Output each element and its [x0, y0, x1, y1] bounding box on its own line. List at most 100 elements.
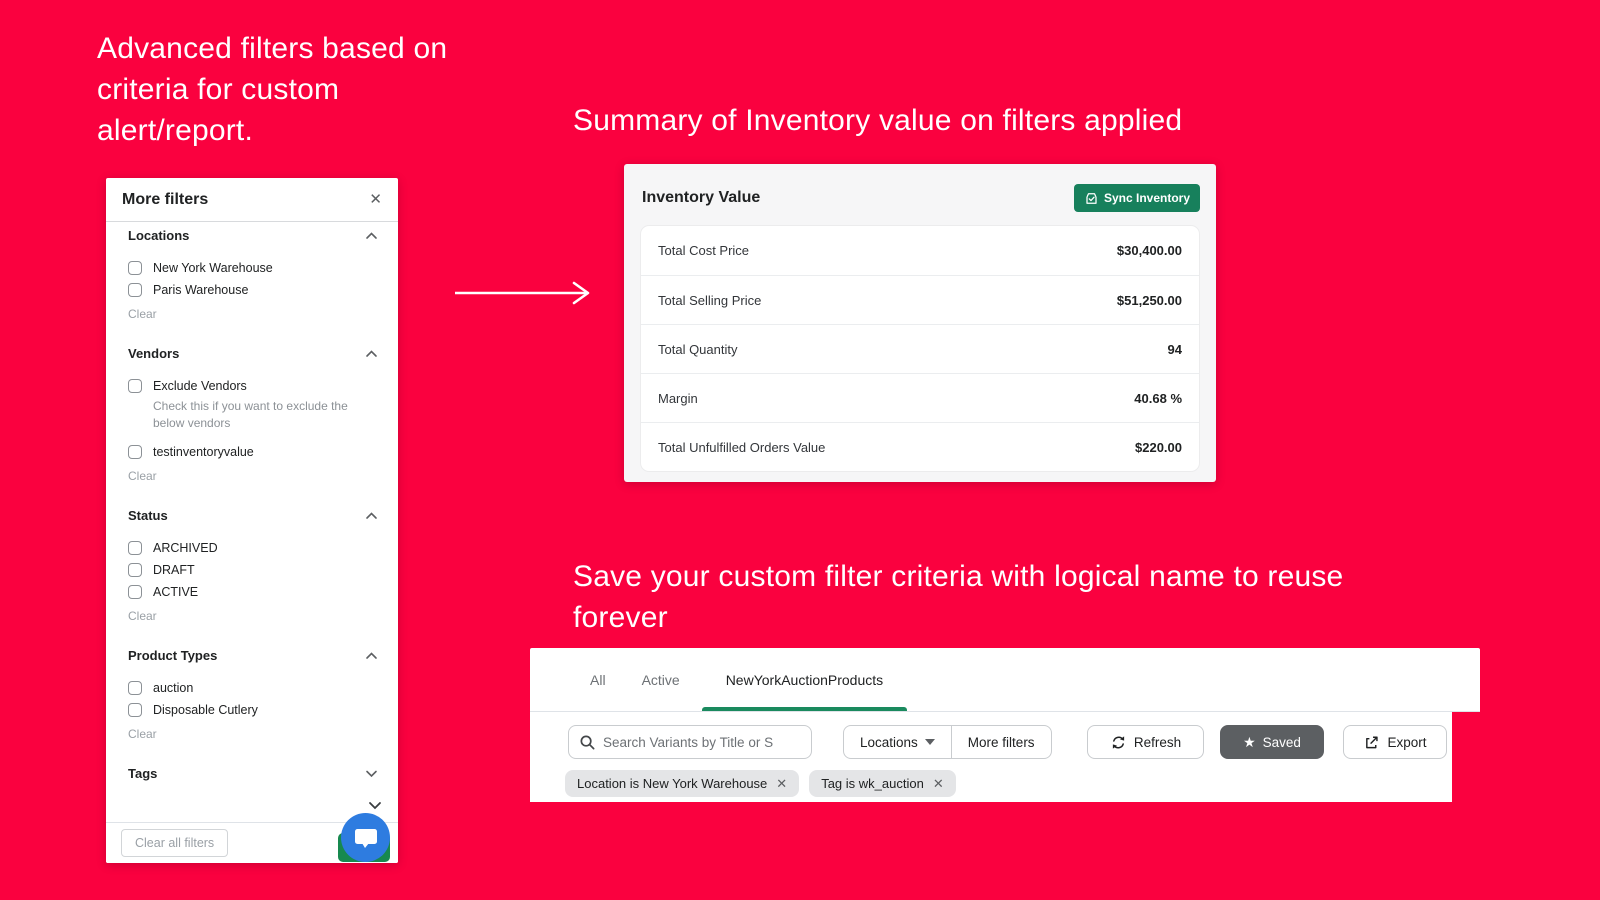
products-tabs-card: All Active NewYorkAuctionProducts: [530, 648, 1480, 712]
sync-inventory-label: Sync Inventory: [1103, 191, 1190, 205]
search-input[interactable]: [603, 734, 801, 750]
option-label: Disposable Cutlery: [153, 703, 258, 717]
option-new-york-warehouse[interactable]: New York Warehouse: [128, 257, 378, 279]
inventory-rows: Total Cost Price $30,400.00 Total Sellin…: [641, 226, 1199, 471]
checkbox[interactable]: [128, 681, 142, 695]
section-status-header[interactable]: Status: [128, 508, 378, 523]
option-label: testinventoryvalue: [153, 445, 254, 459]
row-value: $30,400.00: [1116, 243, 1182, 258]
row-label: Total Selling Price: [658, 292, 762, 308]
refresh-button[interactable]: Refresh: [1087, 725, 1204, 759]
toolbar: Locations More filters Refresh ★ Sav: [530, 725, 1452, 759]
section-tags-header[interactable]: Tags: [128, 766, 378, 781]
clear-link[interactable]: Clear: [128, 469, 157, 483]
checkbox[interactable]: [128, 541, 142, 555]
row-value: 40.68 %: [1134, 390, 1182, 406]
caret-down-icon: [924, 739, 935, 745]
option-label: auction: [153, 681, 194, 695]
remove-chip-icon[interactable]: ✕: [932, 775, 944, 791]
section-product-types-header[interactable]: Product Types: [128, 648, 378, 663]
table-row: Total Selling Price $51,250.00: [641, 275, 1199, 324]
option-testinventoryvalue[interactable]: testinventoryvalue: [128, 441, 378, 463]
locations-label: Locations: [860, 734, 918, 750]
checkbox[interactable]: [128, 261, 142, 275]
section-locations: Locations New York Warehouse Paris Wareh…: [128, 228, 378, 321]
export-label: Export: [1387, 734, 1427, 750]
chevron-down-icon: [369, 802, 381, 810]
tab-active[interactable]: Active: [641, 671, 680, 688]
table-row: Total Unfulfilled Orders Value $220.00: [641, 422, 1199, 471]
search-icon: [580, 735, 595, 749]
search-box[interactable]: [568, 725, 812, 759]
section-tags: Tags: [128, 766, 378, 781]
chip-location-new-york-warehouse[interactable]: Location is New York Warehouse ✕: [565, 770, 800, 797]
checkbox[interactable]: [128, 563, 142, 577]
close-icon[interactable]: ✕: [369, 191, 382, 208]
tab-newyorkauctionproducts[interactable]: NewYorkAuctionProducts: [698, 648, 911, 711]
star-icon: ★: [1243, 733, 1256, 750]
sync-inventory-button[interactable]: Sync Inventory: [1073, 184, 1200, 212]
option-label: Exclude Vendors: [153, 379, 247, 393]
remove-chip-icon[interactable]: ✕: [776, 775, 788, 791]
clear-link[interactable]: Clear: [128, 727, 157, 741]
section-vendors: Vendors Exclude Vendors Check this if yo…: [128, 346, 378, 483]
option-disposable-cutlery[interactable]: Disposable Cutlery: [128, 699, 378, 721]
saved-label: Saved: [1262, 734, 1301, 750]
option-exclude-vendors[interactable]: Exclude Vendors: [128, 375, 378, 397]
option-draft[interactable]: DRAFT: [128, 559, 378, 581]
table-row: Total Quantity 94: [641, 324, 1199, 373]
option-archived[interactable]: ARCHIVED: [128, 537, 378, 559]
refresh-label: Refresh: [1133, 734, 1182, 750]
checkbox[interactable]: [128, 585, 142, 599]
inventory-value-card: Inventory Value Sync Inventory Total Cos…: [624, 164, 1216, 482]
inventory-card-title: Inventory Value: [642, 189, 761, 206]
chevron-up-icon: [366, 652, 377, 659]
option-active[interactable]: ACTIVE: [128, 581, 378, 603]
export-button[interactable]: Export: [1343, 725, 1447, 759]
chip-label: Location is New York Warehouse: [577, 776, 768, 791]
option-paris-warehouse[interactable]: Paris Warehouse: [128, 279, 378, 301]
section-label: Product Types: [128, 648, 218, 663]
section-label: Tags: [128, 766, 158, 781]
filter-button-group: Locations More filters: [843, 725, 1052, 759]
section-locations-header[interactable]: Locations: [128, 228, 378, 243]
more-filters-title: More filters: [122, 190, 209, 208]
heading-summary: Summary of Inventory value on filters ap…: [573, 104, 1183, 137]
option-label: ACTIVE: [153, 585, 199, 599]
section-vendors-header[interactable]: Vendors: [128, 346, 378, 361]
export-icon: [1366, 736, 1379, 748]
tab-all[interactable]: All: [590, 671, 606, 688]
refresh-icon: [1112, 735, 1124, 749]
table-row: Total Cost Price $30,400.00: [641, 226, 1199, 275]
exclude-vendors-help-text: Check this if you want to exclude the be…: [153, 399, 348, 430]
table-row: Margin 40.68 %: [641, 373, 1199, 422]
locations-dropdown[interactable]: Locations: [844, 726, 951, 758]
row-label: Margin: [658, 390, 698, 406]
chip-tag-wk-auction[interactable]: Tag is wk_auction ✕: [809, 770, 956, 797]
clear-link[interactable]: Clear: [128, 307, 157, 321]
checkbox[interactable]: [128, 283, 142, 297]
checkbox[interactable]: [128, 703, 142, 717]
inventory-card-header: Inventory Value Sync Inventory: [624, 164, 1216, 226]
chip-label: Tag is wk_auction: [821, 776, 924, 791]
products-toolbar-card: Locations More filters Refresh ★ Sav: [530, 712, 1452, 802]
option-label: ARCHIVED: [153, 541, 218, 555]
heading-save-filters: Save your custom filter criteria with lo…: [573, 560, 1344, 634]
clear-all-filters-button[interactable]: Clear all filters: [121, 829, 229, 857]
clear-link[interactable]: Clear: [128, 609, 157, 623]
chevron-up-icon: [366, 512, 377, 519]
more-filters-panel: More filters ✕ Locations New York Wareho…: [106, 178, 398, 863]
active-tab-underline: [701, 707, 908, 711]
checkbox[interactable]: [128, 445, 142, 459]
shop-sync-icon: [1086, 192, 1097, 204]
section-label: Locations: [128, 228, 190, 243]
chat-messenger-button[interactable]: [341, 813, 390, 862]
row-label: Total Unfulfilled Orders Value: [658, 439, 826, 455]
checkbox[interactable]: [128, 379, 142, 393]
arrow-right-icon: [455, 281, 590, 305]
option-auction[interactable]: auction: [128, 677, 378, 699]
saved-filter-button[interactable]: ★ Saved: [1220, 725, 1324, 759]
section-label: Vendors: [128, 346, 180, 361]
more-filters-button[interactable]: More filters: [950, 726, 1051, 758]
